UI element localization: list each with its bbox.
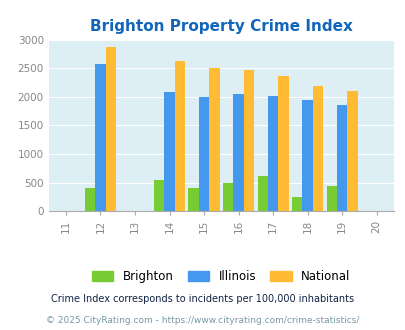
Bar [198,97,209,211]
Bar [243,70,254,211]
Bar [233,94,243,211]
Bar [105,47,116,211]
Text: © 2025 CityRating.com - https://www.cityrating.com/crime-statistics/: © 2025 CityRating.com - https://www.city… [46,316,359,325]
Bar [326,186,336,211]
Bar [188,188,198,211]
Bar [291,197,302,211]
Bar [95,64,105,211]
Bar [257,176,267,211]
Bar [222,182,233,211]
Bar [346,91,357,211]
Text: Crime Index corresponds to incidents per 100,000 inhabitants: Crime Index corresponds to incidents per… [51,294,354,304]
Legend: Brighton, Illinois, National: Brighton, Illinois, National [87,265,354,288]
Bar [174,61,185,211]
Bar [302,100,312,211]
Title: Brighton Property Crime Index: Brighton Property Crime Index [90,19,352,34]
Bar [312,86,322,211]
Bar [153,180,164,211]
Bar [267,96,277,211]
Bar [336,105,346,211]
Bar [85,188,95,211]
Bar [277,76,288,211]
Bar [209,68,219,211]
Bar [164,92,174,211]
